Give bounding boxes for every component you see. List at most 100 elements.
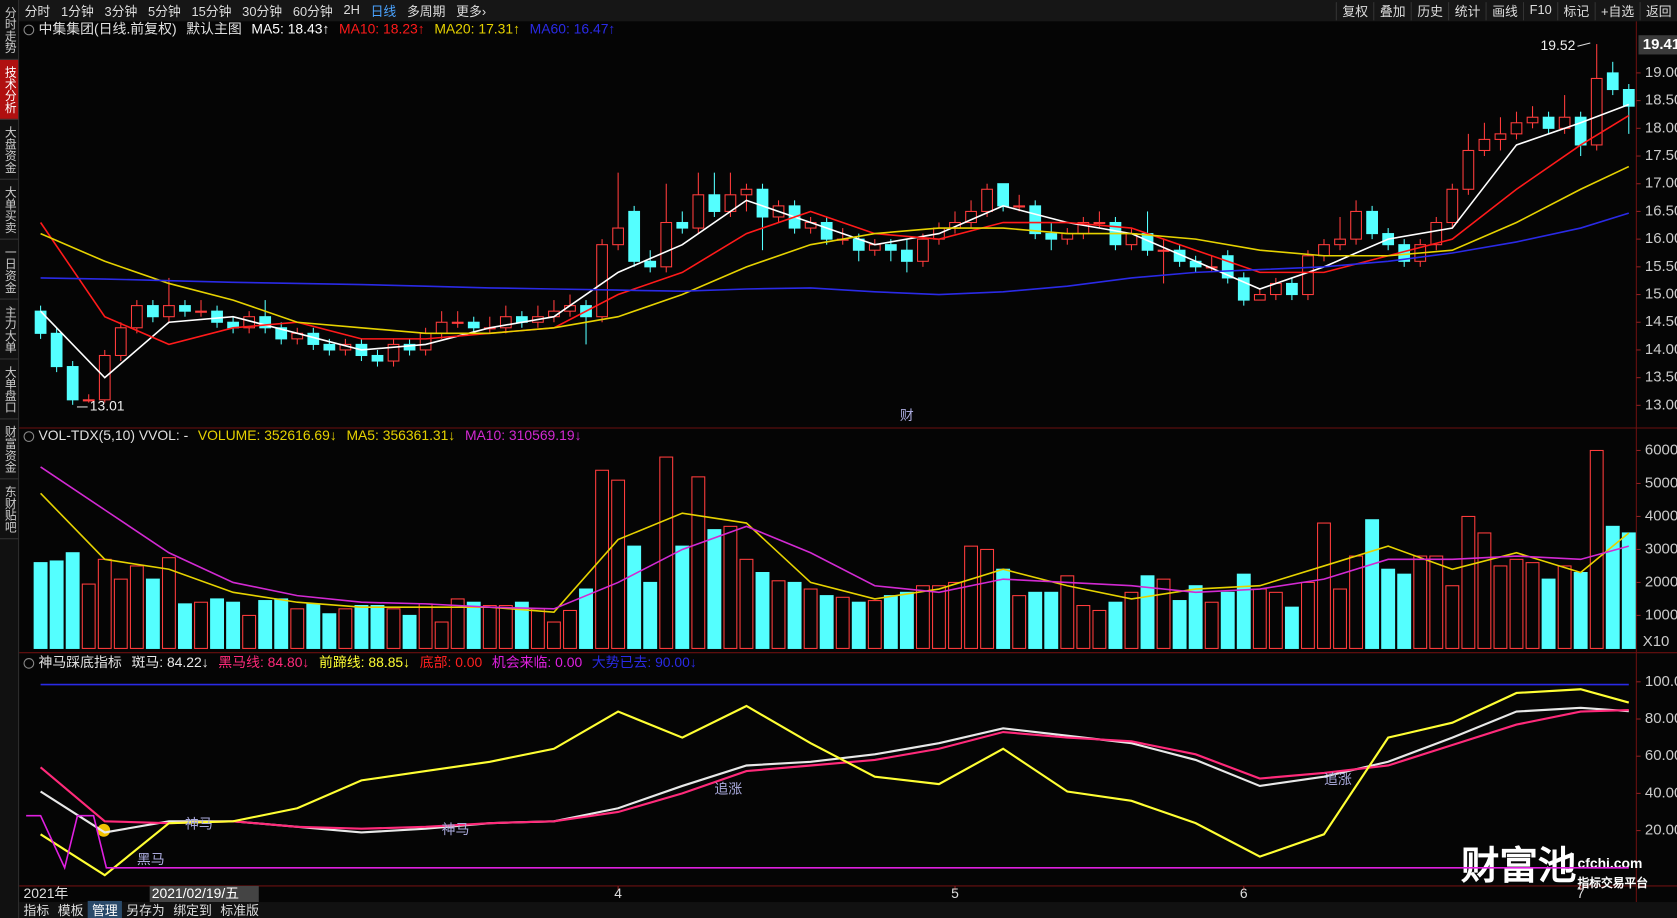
volume-bar (161, 557, 176, 649)
candle-body (1622, 88, 1635, 107)
watermark-slogan: 指标交易平台 (1578, 876, 1649, 890)
volume-bar (1108, 601, 1123, 649)
candle-body (676, 221, 689, 229)
candle-body (403, 343, 416, 351)
y-tick-label: 13.00 (1645, 396, 1677, 413)
volume-bar (643, 581, 658, 649)
candle-body (1013, 205, 1026, 208)
tool-button[interactable]: F10 (1523, 1, 1557, 20)
annotation: 神马 (442, 821, 470, 837)
volume-bar (1044, 591, 1059, 649)
period-tab[interactable]: 15分钟 (191, 3, 232, 19)
volume-bar (1268, 591, 1283, 649)
candle-body (1061, 233, 1074, 240)
side-tab[interactable]: 大盘资金 (0, 120, 19, 180)
bottom-tab[interactable]: 指标 (23, 903, 50, 918)
candle-body (884, 244, 897, 251)
side-tab[interactable]: 技术分析 (0, 59, 19, 120)
bottom-tab[interactable]: 另存为 (126, 903, 165, 918)
toolbar: 分时 1分钟 3分钟 5分钟 15分钟 30分钟 60分钟 2H 日线 多周期 更多› 复权 叠加 历史统… (19, 0, 1677, 22)
y-tick-label: 20000 (1645, 573, 1677, 590)
volume-bar (1204, 601, 1219, 649)
x-tick-label: 7 (1577, 885, 1585, 901)
legend-text: 前蹄线: 88.85↓ (319, 654, 410, 670)
volume-bar (434, 621, 449, 649)
annotation: 追涨 (714, 780, 742, 796)
tool-button[interactable]: +自选 (1594, 1, 1640, 20)
y-tick-label: 40.00 (1645, 784, 1677, 801)
period-tab[interactable]: 30分钟 (242, 3, 283, 19)
volume-bar (611, 479, 626, 649)
candle-body (179, 305, 191, 312)
side-tab[interactable]: 大单买卖 (0, 180, 19, 240)
tool-button[interactable]: 统计 (1448, 1, 1485, 20)
y-tick-label: 18.00 (1645, 119, 1677, 136)
side-tab[interactable]: 大单盘口 (0, 360, 19, 420)
volume-bar (1621, 532, 1636, 649)
period-tab[interactable]: 1分钟 (60, 3, 94, 19)
period-tab[interactable]: 2H (343, 1, 360, 17)
period-tab[interactable]: 分时 (24, 3, 51, 19)
candle-body (1318, 244, 1330, 257)
side-tab[interactable]: 主力大单 (0, 300, 19, 360)
volume-bar (1220, 591, 1235, 649)
volume-bar (370, 604, 385, 649)
period-tab[interactable]: 5分钟 (148, 3, 181, 19)
x-tick-label: 4 (614, 885, 622, 901)
bottom-tab[interactable]: 管理 (87, 900, 122, 918)
period-tab[interactable]: 3分钟 (104, 3, 138, 19)
tool-button[interactable]: 叠加 (1373, 1, 1410, 20)
side-tab[interactable]: 一日资金 (0, 240, 19, 300)
period-tabs: 分时 1分钟 3分钟 5分钟 15分钟 30分钟 60分钟 2H 日线 多周期 更多› (19, 2, 491, 20)
candle-body (195, 310, 207, 313)
legend-text: 神马踩底指标 (39, 654, 122, 670)
legend-text: 大势已去: 90.00↓ (592, 654, 697, 670)
candle-body (644, 260, 657, 268)
tool-button[interactable]: 标记 (1557, 1, 1594, 20)
tool-button[interactable]: 历史 (1410, 1, 1448, 20)
volume-bar (1477, 532, 1492, 649)
volume-bar (1493, 565, 1508, 649)
volume-bar (1365, 519, 1380, 649)
volume-bar (65, 552, 80, 649)
volume-bar (899, 591, 914, 649)
y-tick-label: 100.00 (1645, 673, 1677, 690)
tool-button[interactable]: 返回 (1639, 1, 1677, 20)
annotation: 19.52 (1541, 37, 1576, 53)
background (19, 21, 1677, 903)
sidebar: 分时走势 技术分析 大盘资金 大单买卖 一日资金 主力大单 大单盘口 财富资金 东财贴吧 (0, 0, 20, 918)
candle-body (323, 343, 336, 351)
volume-bar (739, 558, 754, 649)
candle-body (692, 194, 705, 229)
candle-body (1590, 77, 1603, 146)
period-tab[interactable]: 60分钟 (292, 3, 333, 19)
bottom-tab[interactable]: 模板 (57, 903, 84, 918)
volume-bar (1252, 588, 1267, 649)
period-tab[interactable]: 更多› (456, 3, 487, 19)
candle-body (451, 321, 464, 324)
volume-bar (1605, 525, 1620, 649)
tool-button[interactable]: 画线 (1485, 1, 1523, 20)
volume-bar (980, 548, 995, 649)
tool-button[interactable]: 复权 (1336, 1, 1373, 20)
y-tick-label: 18.50 (1645, 92, 1677, 109)
candle-body (901, 249, 913, 262)
candle-body (1366, 210, 1378, 235)
bottom-tab[interactable]: 标准版 (220, 903, 259, 918)
bottom-tab[interactable]: 绑定到 (173, 903, 212, 918)
indicator-line (40, 492, 1630, 613)
side-tab[interactable]: 财富资金 (0, 419, 19, 480)
volume-bar (498, 604, 513, 649)
watermark-site: cfchi.com (1578, 855, 1643, 871)
side-tab[interactable]: 分时走势 (0, 0, 19, 60)
price-marker: 19.41 (1643, 36, 1677, 53)
side-tab[interactable]: 东财贴吧 (0, 479, 19, 540)
period-tab[interactable]: 日线 (370, 3, 397, 19)
period-tab[interactable]: 多周期 (406, 3, 446, 19)
candle-body (708, 194, 721, 212)
y-tick-label: 13.50 (1645, 369, 1677, 386)
x-start-label: 2021年 (24, 885, 69, 901)
candle-body (1093, 221, 1106, 225)
volume-bar (306, 603, 321, 649)
